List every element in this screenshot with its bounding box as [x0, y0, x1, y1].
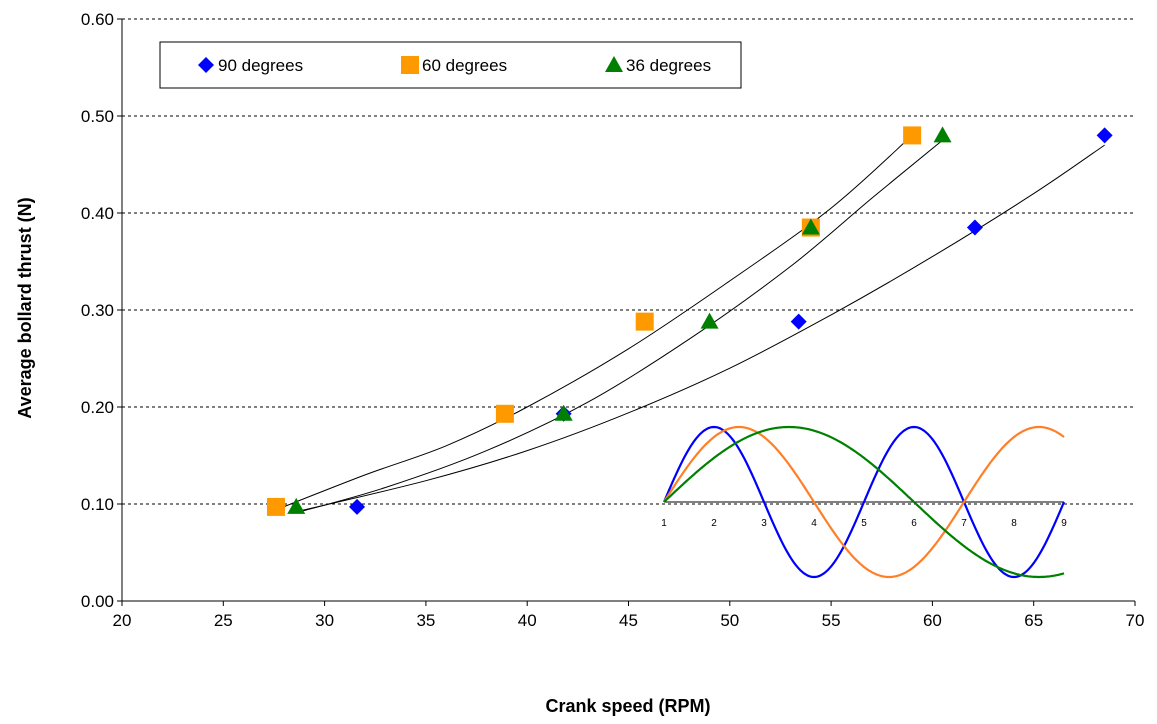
inset-wave [663, 425, 1065, 579]
trendline [296, 139, 943, 514]
x-tick-label: 70 [1126, 611, 1145, 630]
inset-tick-label: 9 [1061, 518, 1067, 529]
trendline [275, 135, 913, 511]
legend-marker [401, 56, 419, 74]
trendlines [275, 135, 1105, 514]
data-point [801, 218, 820, 235]
y-tick-label: 0.20 [81, 398, 114, 417]
data-point [349, 498, 366, 515]
legend-marker [605, 56, 623, 72]
inset-waveform: 1 2 3 4 5 6 7 8 9 [661, 425, 1067, 579]
legend-marker [198, 57, 214, 73]
x-tick-label: 45 [619, 611, 638, 630]
data-point [266, 497, 285, 516]
x-tick-label: 55 [822, 611, 841, 630]
inset-tick-label: 7 [961, 518, 967, 529]
inset-tick-label: 8 [1011, 518, 1017, 529]
data-point [790, 313, 807, 330]
data-point [635, 312, 654, 331]
data-point [287, 497, 306, 514]
data-point [495, 404, 514, 423]
inset-tick-label: 1 [661, 518, 667, 529]
x-tick-label: 25 [214, 611, 233, 630]
x-tick-label: 35 [416, 611, 435, 630]
data-point [903, 126, 922, 145]
y-tick-label: 0.10 [81, 495, 114, 514]
y-tick-label: 0.50 [81, 107, 114, 126]
inset-tick-label: 4 [811, 518, 817, 529]
legend-box [159, 41, 742, 89]
inset-tick-label: 6 [911, 518, 917, 529]
data-point [554, 404, 573, 421]
x-tick-label: 40 [518, 611, 537, 630]
x-tick-label: 65 [1024, 611, 1043, 630]
data-point [1096, 127, 1113, 144]
legend-label: 90 degrees [218, 56, 303, 75]
y-tick-label: 0.60 [81, 10, 114, 29]
legend-label: 36 degrees [626, 56, 711, 75]
data-point [966, 219, 983, 236]
x-tick-label: 30 [315, 611, 334, 630]
inset-tick-label: 2 [711, 518, 717, 529]
inset-tick-label: 5 [861, 518, 867, 529]
y-tick-label: 0.40 [81, 204, 114, 223]
x-axis-title: Crank speed (RPM) [545, 696, 710, 716]
y-axis-title: Average bollard thrust (N) [15, 197, 35, 418]
inset-wave [663, 425, 1065, 579]
data-points [266, 126, 1113, 516]
x-tick-label: 20 [113, 611, 132, 630]
x-tick-label: 60 [923, 611, 942, 630]
x-tick-label: 50 [720, 611, 739, 630]
legend-label: 60 degrees [422, 56, 507, 75]
y-tick-label: 0.30 [81, 301, 114, 320]
grid-lines [122, 18, 1135, 505]
trendline [296, 144, 1105, 513]
legend: 90 degrees 60 degrees 36 degrees [159, 41, 742, 89]
y-tick-label: 0.00 [81, 592, 114, 611]
inset-tick-label: 3 [761, 518, 767, 529]
data-point [700, 312, 719, 329]
data-point [933, 126, 952, 143]
